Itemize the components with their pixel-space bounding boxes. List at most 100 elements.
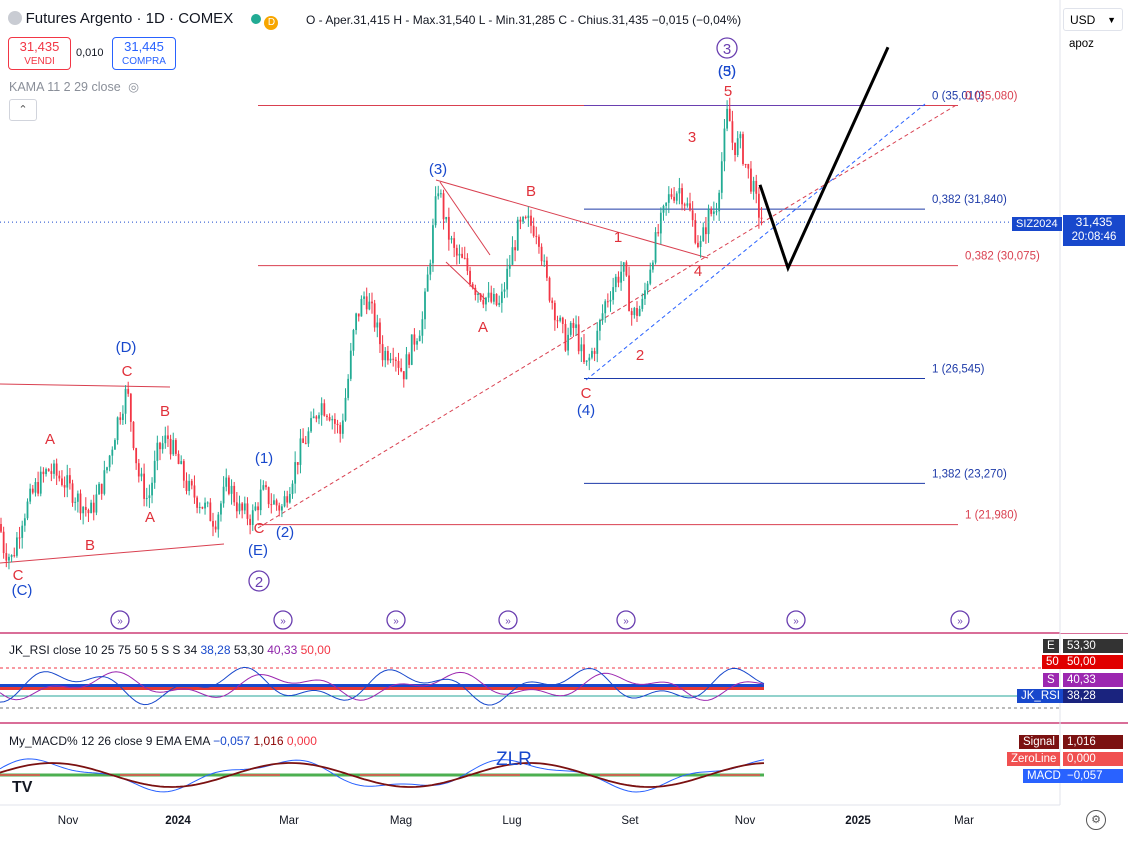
candle-body	[461, 253, 463, 258]
candle-body	[214, 526, 217, 530]
candle-body	[447, 216, 450, 240]
candle-body	[720, 161, 723, 193]
symbol-legend[interactable]: Futures Argento · 1D · COMEX D	[8, 10, 279, 30]
candle-body	[159, 442, 161, 450]
candle-body	[111, 449, 114, 456]
candle-body	[474, 287, 477, 295]
wave-label: C	[581, 385, 592, 402]
fib-label: 1,382 (23,270)	[932, 468, 1007, 480]
kama-label: KAMA 11 2 29 close	[9, 80, 121, 94]
candle-body	[392, 358, 395, 360]
price-axis-bg	[1060, 0, 1128, 633]
candle-body	[487, 292, 490, 298]
candle-body	[365, 296, 368, 310]
candle-body	[312, 416, 315, 419]
candle-body	[508, 264, 511, 269]
candle-body	[522, 216, 524, 222]
candle-body	[572, 322, 575, 328]
candle-body	[426, 274, 429, 292]
currency-select[interactable]: USD ▼	[1063, 8, 1123, 31]
candle-body	[74, 501, 77, 503]
candle-body	[659, 212, 662, 234]
rsi-val-1: 38,28	[200, 643, 231, 657]
candle-body	[175, 440, 177, 454]
candle-body	[397, 360, 400, 368]
candle-body	[609, 299, 612, 302]
candle-body	[180, 461, 183, 464]
candle-body	[742, 134, 744, 165]
rsi-val-4: 50,00	[300, 643, 331, 657]
time-tick-label: Set	[621, 815, 639, 827]
event-marker-icon	[273, 610, 293, 630]
candle-body	[37, 482, 39, 494]
candle-body	[177, 453, 180, 464]
candle-body	[148, 495, 151, 499]
eye-hidden-icon[interactable]: ◎	[128, 80, 140, 94]
event-arrow-icon: »	[117, 616, 123, 627]
candle-body	[620, 271, 622, 283]
fib-label: 1 (26,545)	[932, 364, 985, 376]
candle-body	[400, 367, 403, 372]
macd-val-1: −0,057	[213, 734, 251, 748]
candle-body	[638, 308, 641, 316]
candle-body	[471, 283, 474, 288]
time-tick-label: Nov	[735, 815, 756, 827]
time-tick-label: Mar	[954, 815, 974, 827]
settings-gear-icon[interactable]: ⚙	[1086, 810, 1106, 830]
wave-label: (5)	[718, 63, 736, 80]
candle-body	[506, 268, 509, 290]
rsi-tag-e: E	[1043, 639, 1059, 653]
candle-body	[143, 473, 145, 499]
macd-value-signal: 1,016	[1063, 735, 1123, 749]
candle-body	[92, 502, 95, 513]
sell-button[interactable]: 31,435 VENDI	[8, 37, 71, 70]
rsi-legend[interactable]: JK_RSI close 10 25 75 50 5 S S 34 38,28 …	[9, 643, 331, 657]
candle-body	[445, 216, 448, 220]
buy-button[interactable]: 31,445 COMPRA	[112, 37, 176, 70]
candle-body	[596, 330, 599, 354]
event-marker-icon	[110, 610, 130, 630]
candle-body	[39, 471, 42, 494]
candle-body	[675, 193, 678, 201]
candle-body	[124, 388, 127, 414]
candle-body	[254, 506, 257, 511]
candle-body	[193, 485, 196, 498]
candle-body	[750, 168, 752, 192]
candle-body	[728, 108, 731, 122]
candle-body	[371, 301, 373, 304]
macd-legend[interactable]: My_MACD% 12 26 close 9 EMA EMA −0,057 1,…	[9, 734, 317, 748]
candle-body	[606, 301, 609, 303]
candle-body	[591, 351, 593, 358]
rsi-tag-s: S	[1043, 673, 1059, 687]
event-arrow-icon: »	[793, 616, 799, 627]
time-tick-label: Mar	[279, 815, 299, 827]
candle-body	[161, 443, 164, 450]
candle-body	[267, 487, 270, 505]
candle-body	[185, 480, 188, 491]
candle-body	[156, 442, 159, 461]
collapse-legend-button[interactable]: ⌃	[9, 99, 37, 121]
wave-label: 4	[694, 263, 702, 280]
wave-label: 3	[688, 129, 696, 146]
candle-body	[455, 247, 458, 256]
scale-mode[interactable]: apoz	[1069, 38, 1094, 50]
candle-body	[683, 204, 686, 206]
indicator-kama[interactable]: KAMA 11 2 29 close ◎	[9, 79, 139, 94]
candle-body	[368, 301, 371, 310]
candle-body	[585, 360, 588, 362]
candle-body	[614, 276, 617, 288]
candle-body	[34, 482, 37, 493]
candle-body	[188, 480, 191, 491]
rsi-tag-50: 50	[1042, 655, 1063, 669]
candle-body	[469, 270, 471, 284]
trend-dashed-blue	[585, 103, 926, 381]
sell-price: 31,435	[19, 39, 60, 54]
macd-tag-macd: MACD	[1023, 769, 1065, 783]
candle-body	[564, 323, 567, 351]
candle-body	[434, 196, 437, 226]
candle-body	[580, 344, 583, 352]
candle-body	[633, 308, 636, 316]
candle-body	[376, 322, 379, 328]
candle-body	[495, 293, 498, 305]
